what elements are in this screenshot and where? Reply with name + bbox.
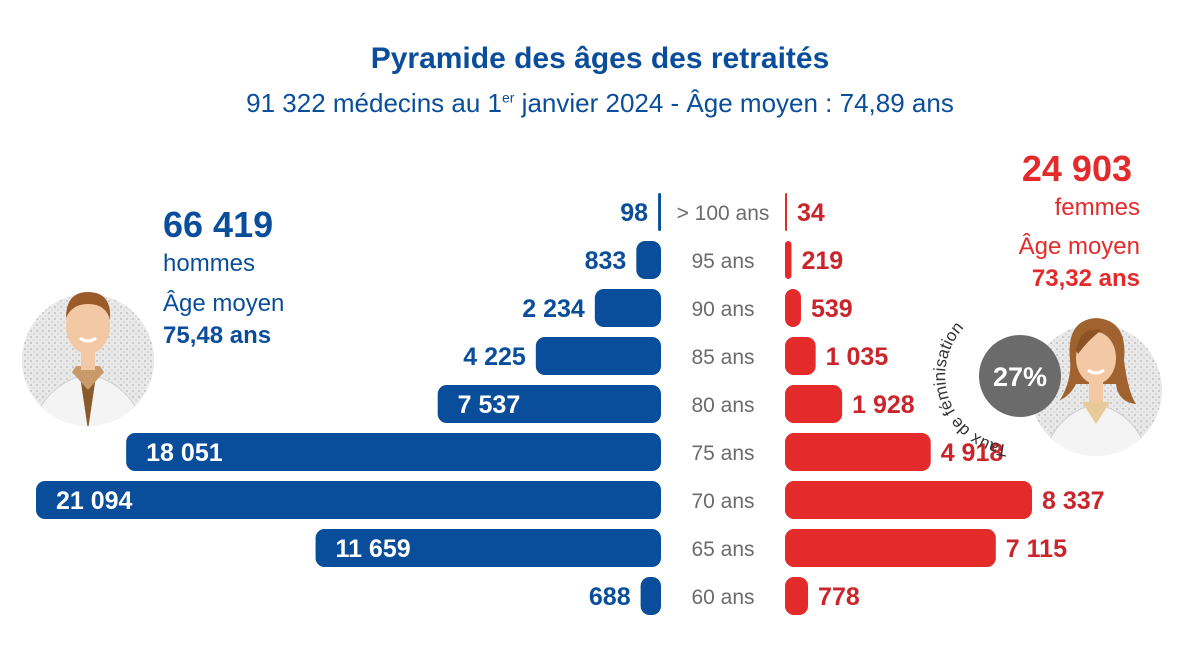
chart-subtitle: 91 322 médecins au 1er janvier 2024 - Âg… [0,88,1188,119]
value-label-men: 4 225 [463,343,526,371]
bar-women [785,385,843,423]
value-label-women: 1 035 [826,343,889,371]
value-label-women: 1 928 [852,391,915,419]
female-doctor-icon [1030,318,1162,456]
age-category-label: 80 ans [691,394,754,417]
value-label-women: 4 918 [941,439,1004,467]
bar-men [640,577,661,615]
bar-women [785,529,996,567]
male-doctor-icon [22,292,154,426]
age-category-label: 70 ans [691,490,754,513]
subtitle-text-end: janvier 2024 - Âge moyen : 74,89 ans [514,88,954,118]
women-label: femmes [1054,194,1140,221]
value-label-women: 7 115 [1006,535,1067,563]
age-category-label: 75 ans [691,442,754,465]
bar-men [315,529,661,567]
bar-men [126,433,662,471]
age-category-label: 60 ans [691,586,754,609]
feminisation-badge: Taux de féminisation 27% [930,318,1061,460]
age-category-label: 85 ans [691,346,754,369]
bar-men [437,385,661,423]
bar-men [36,481,661,519]
value-label-women: 539 [811,295,853,323]
bar-men [636,241,661,279]
age-category-label: 65 ans [691,538,754,561]
bar-women [785,193,787,231]
value-label-women: 219 [801,247,843,275]
bar-women [785,577,809,615]
bar-men [594,289,661,327]
value-label-men: 688 [589,583,631,611]
age-category-label: 90 ans [691,298,754,321]
men-average-age-value: 75,48 ans [163,322,272,349]
bar-women [785,481,1033,519]
value-label-women: 778 [818,583,860,611]
bar-men [535,337,661,375]
value-label-men: 11 659 [336,535,411,563]
subtitle-text: 91 322 médecins au 1 [246,88,502,118]
age-category-label: 95 ans [691,250,754,273]
value-label-men: 7 537 [458,391,521,419]
men-total: 66 419 [163,204,274,245]
value-label-men: 2 234 [522,295,585,323]
value-label-men: 98 [620,199,648,227]
women-total: 24 903 [1021,148,1132,189]
bar-women [785,433,931,471]
value-label-men: 21 094 [56,487,133,515]
chart-title: Pyramide des âges des retraités [370,42,830,75]
age-category-label: > 100 ans [677,202,770,225]
men-label: hommes [163,250,256,277]
bar-women [785,241,792,279]
bar-women [785,289,801,327]
men-average-age-label: Âge moyen [163,290,285,317]
women-average-age-label: Âge moyen [1018,233,1140,260]
value-label-men: 833 [585,247,627,275]
bar-men [658,193,661,231]
subtitle-superscript: er [502,89,515,106]
feminisation-value: 27% [993,362,1047,392]
value-label-women: 8 337 [1042,487,1105,515]
bars-group: > 100 ans 98 34 95 ans 833 219 90 ans 2 234 539 8… [36,193,1105,615]
women-average-age-value: 73,32 ans [1031,265,1140,292]
value-label-women: 34 [797,199,825,227]
value-label-men: 18 051 [146,439,223,467]
bar-women [785,337,816,375]
